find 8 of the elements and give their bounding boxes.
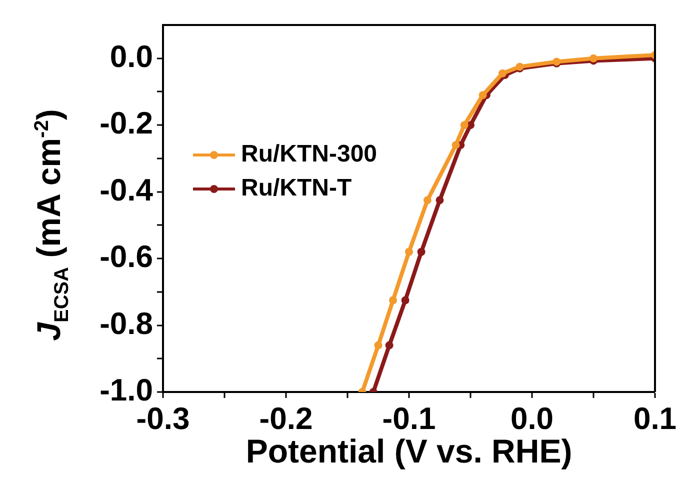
legend-label: Ru/KTN-T — [241, 174, 352, 202]
legend-label: Ru/KTN-300 — [241, 140, 378, 168]
y-tick-label: -0.4 — [100, 172, 154, 208]
y-tick-label: -0.2 — [100, 106, 153, 141]
x-tick-label: 0.1 — [633, 401, 677, 436]
y-tick-label: 0.0 — [110, 38, 153, 74]
y-tick-label: -0.8 — [100, 306, 153, 341]
y-tick-label: -0.6 — [100, 239, 153, 274]
